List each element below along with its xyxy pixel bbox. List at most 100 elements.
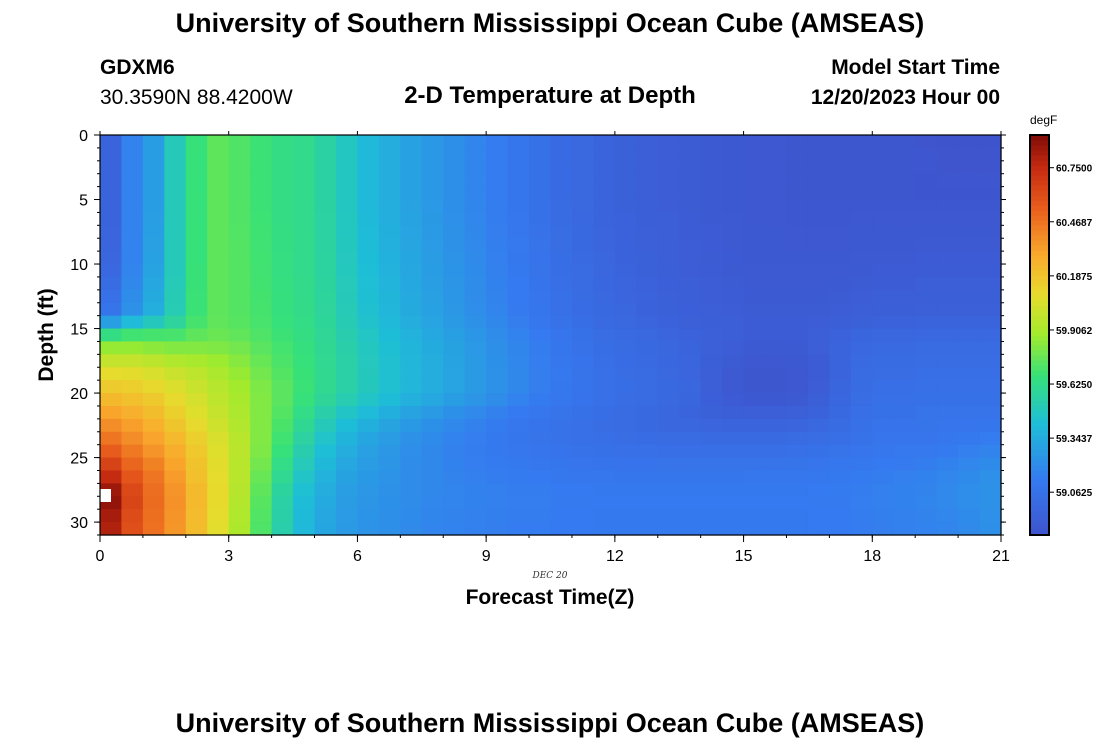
heatmap-cell <box>593 380 616 394</box>
heatmap-cell <box>507 457 530 472</box>
heatmap-cell <box>679 212 702 226</box>
heatmap-cell <box>486 354 509 368</box>
heatmap-cell <box>486 470 509 484</box>
heatmap-cell <box>700 315 723 330</box>
heatmap-cell <box>786 431 809 446</box>
heatmap-cell <box>700 483 723 497</box>
heatmap-cell <box>121 225 144 239</box>
heatmap-cell <box>979 199 1002 214</box>
heatmap-cell <box>915 315 938 330</box>
heatmap-cell <box>164 160 187 175</box>
heatmap-cell <box>271 238 294 252</box>
heatmap-cell <box>164 522 187 536</box>
heatmap-cell <box>185 186 208 201</box>
heatmap-cell <box>722 341 745 355</box>
heatmap-cell <box>679 522 702 536</box>
heatmap-cell <box>314 483 337 497</box>
heatmap-cell <box>829 264 852 278</box>
heatmap-cell <box>400 509 423 523</box>
heatmap-cell <box>142 173 165 188</box>
heatmap-cell <box>915 367 938 381</box>
heatmap-cell <box>636 276 659 291</box>
heatmap-cell <box>550 276 573 291</box>
heatmap-cell <box>936 302 959 317</box>
heatmap-cell <box>100 367 123 381</box>
heatmap-cell <box>614 522 637 536</box>
heatmap-cell <box>378 483 401 497</box>
heatmap-cell <box>507 367 530 381</box>
heatmap-cell <box>700 302 723 317</box>
heatmap-cell <box>100 341 123 355</box>
heatmap-cell <box>293 354 316 368</box>
heatmap-cell <box>657 289 680 304</box>
heatmap-cell <box>593 354 616 368</box>
heatmap-cell <box>850 199 873 214</box>
heatmap-cell <box>207 264 230 278</box>
heatmap-cell <box>700 431 723 446</box>
heatmap-cell <box>421 199 444 214</box>
heatmap-cell <box>142 251 165 265</box>
heatmap-cell <box>765 418 788 433</box>
heatmap-cell <box>893 367 916 381</box>
heatmap-cell <box>378 302 401 317</box>
heatmap-cell <box>121 264 144 278</box>
colorbar-segment <box>1030 225 1049 231</box>
heatmap-cell <box>271 199 294 214</box>
heatmap-cell <box>421 289 444 304</box>
heatmap-cell <box>593 173 616 188</box>
heatmap-cell <box>228 328 251 343</box>
heatmap-cell <box>335 147 359 162</box>
heatmap-cell <box>529 341 552 355</box>
heatmap-cell <box>464 160 487 175</box>
heatmap-cell <box>936 367 959 381</box>
y-tick-label: 30 <box>70 515 88 532</box>
heatmap-cell <box>893 341 916 355</box>
heatmap-cell <box>786 160 809 175</box>
heatmap-cell <box>829 302 852 317</box>
heatmap-cell <box>765 354 788 368</box>
y-axis-label: Depth (ft) <box>35 288 58 381</box>
heatmap-cell <box>958 457 981 472</box>
heatmap-cell <box>765 393 788 407</box>
heatmap-cell <box>550 186 573 201</box>
heatmap-cell <box>335 315 359 330</box>
heatmap-cell <box>915 418 938 433</box>
heatmap-cell <box>593 264 616 278</box>
heatmap-cell <box>786 276 809 291</box>
heatmap-cell <box>958 509 981 523</box>
heatmap-cell <box>421 470 444 484</box>
heatmap-cell <box>228 470 251 484</box>
heatmap-cell <box>743 135 766 149</box>
colorbar-segment <box>1030 285 1049 291</box>
heatmap-cell <box>100 444 123 459</box>
heatmap-cell <box>443 276 466 291</box>
heatmap-cell <box>314 315 337 330</box>
model-start-value: 12/20/2023 Hour 00 <box>810 86 1000 109</box>
colorbar-tick-label: 59.6250 <box>1056 380 1093 391</box>
heatmap-cell <box>807 509 830 523</box>
heatmap-cell <box>185 328 208 343</box>
heatmap-cell <box>486 380 509 394</box>
heatmap-cell <box>872 315 895 330</box>
heatmap-cell <box>314 160 337 175</box>
heatmap-cell <box>142 315 165 330</box>
heatmap-cell <box>293 289 316 304</box>
heatmap-cell <box>700 212 723 226</box>
heatmap-cell <box>765 509 788 523</box>
station-id: GDXM6 <box>100 56 175 79</box>
heatmap-cell <box>207 289 230 304</box>
heatmap-cell <box>636 225 659 239</box>
heatmap-cell <box>142 483 165 497</box>
heatmap-cell <box>464 509 487 523</box>
heatmap-cell <box>850 160 873 175</box>
heatmap-cell <box>743 483 766 497</box>
heatmap-cell <box>722 418 745 433</box>
heatmap-cell <box>936 354 959 368</box>
heatmap-cell <box>700 380 723 394</box>
heatmap-cell <box>829 483 852 497</box>
heatmap-cell <box>979 380 1002 394</box>
colorbar-segment <box>1030 240 1049 246</box>
heatmap-cell <box>657 496 680 510</box>
heatmap-cell <box>121 444 144 459</box>
heatmap-cell <box>872 212 895 226</box>
